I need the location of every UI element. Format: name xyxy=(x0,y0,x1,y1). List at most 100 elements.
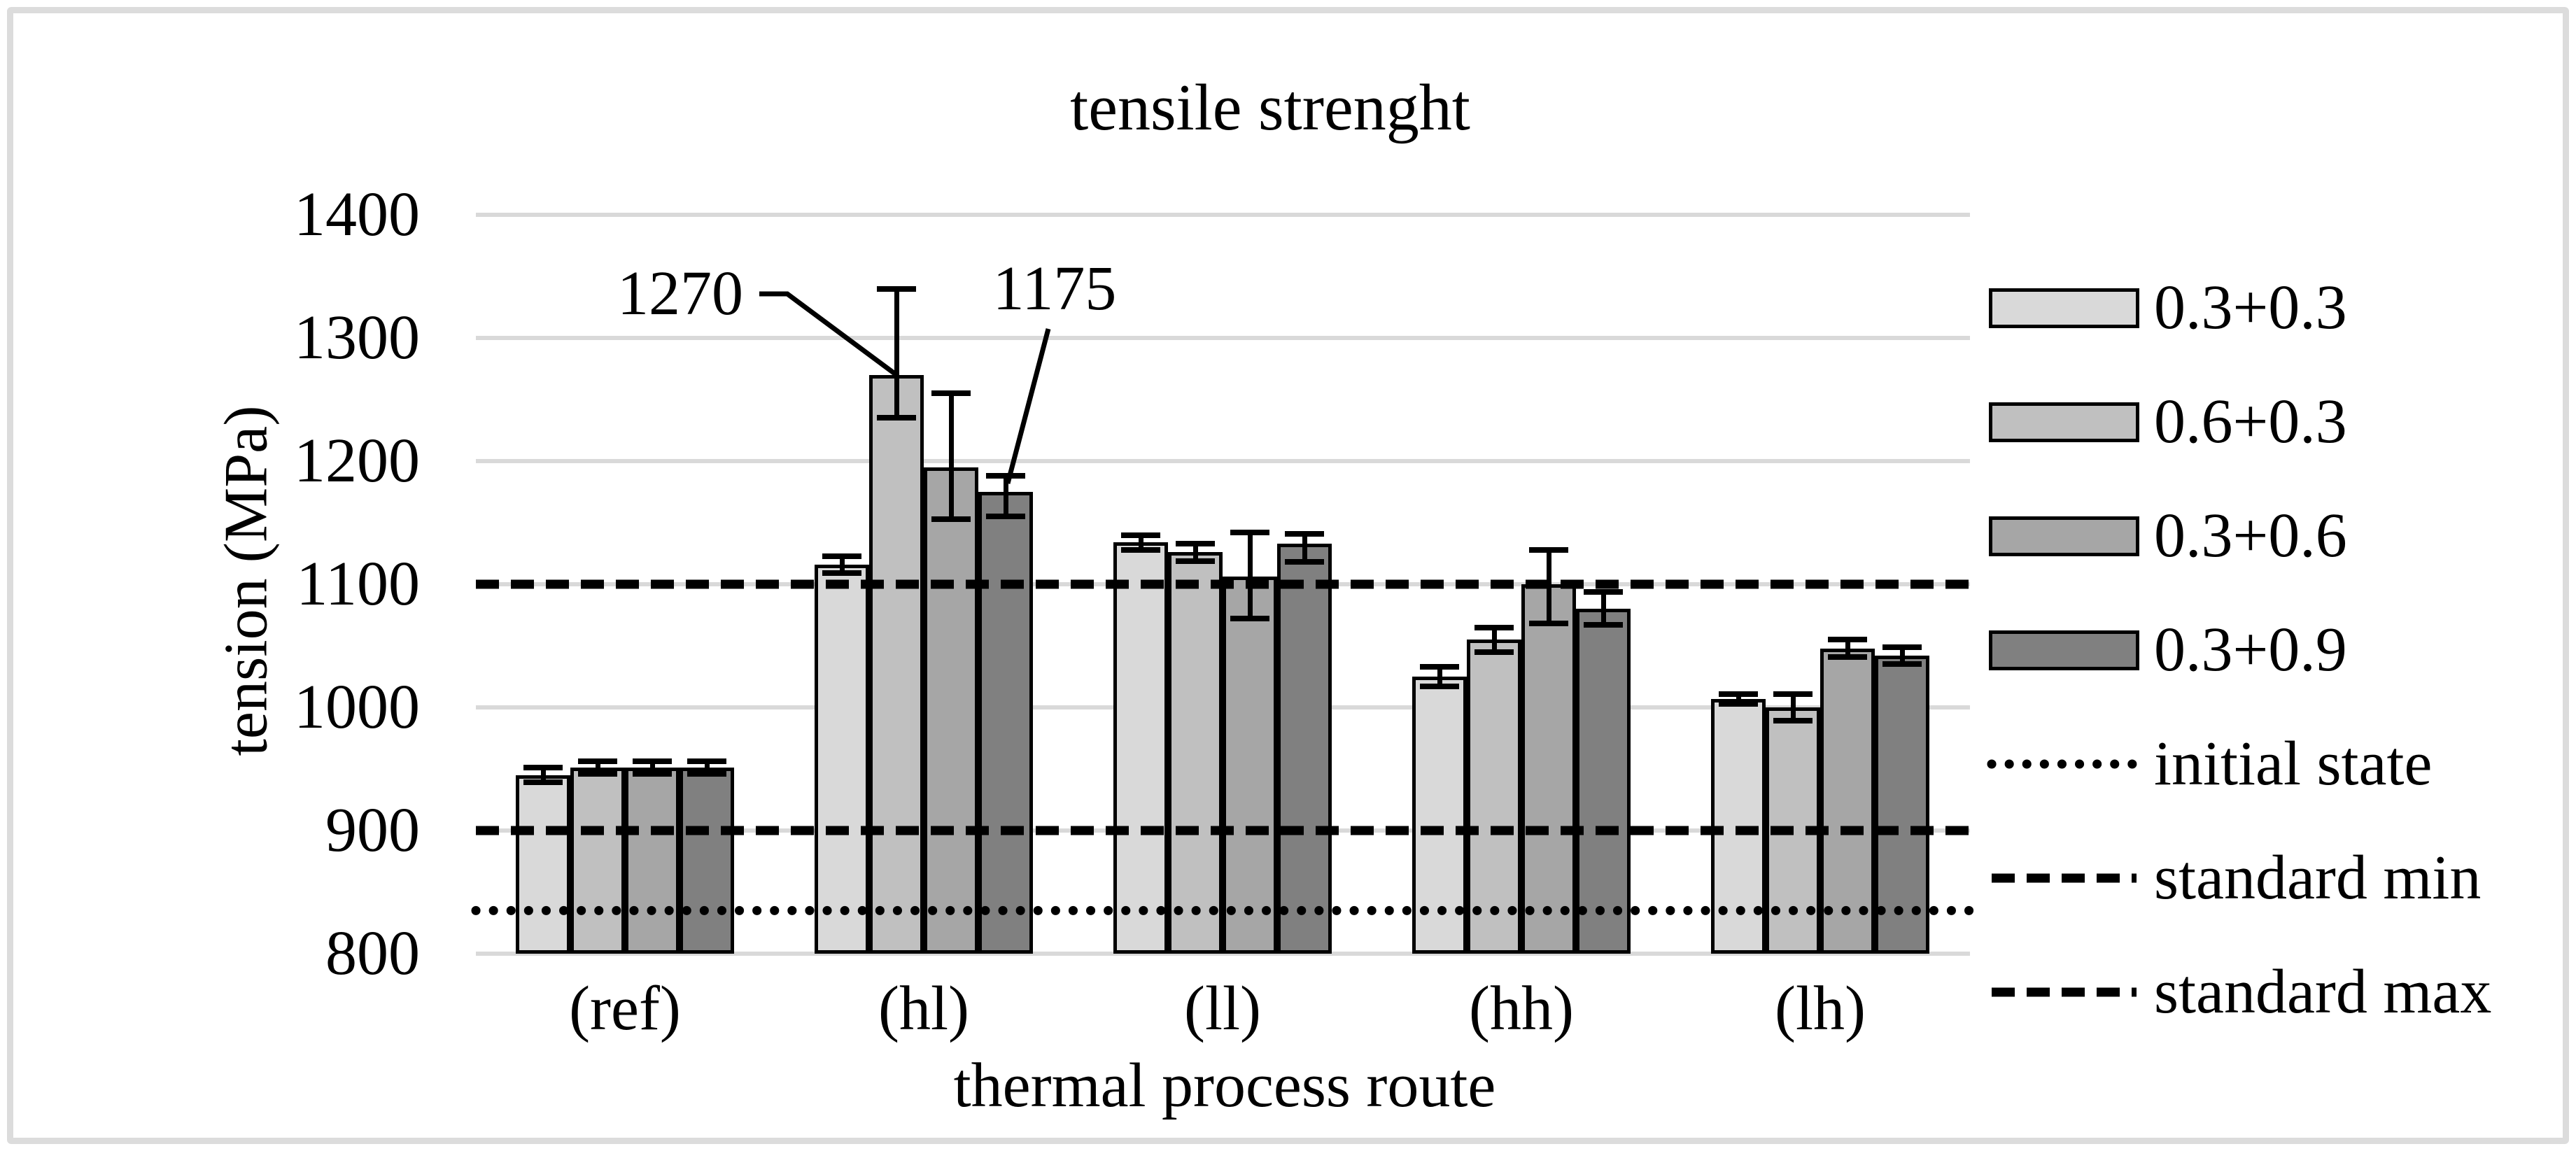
legend-swatch-0.3+0.6 xyxy=(1989,516,2139,556)
error-bar xyxy=(1302,533,1307,563)
error-bar-cap-top xyxy=(1230,530,1269,536)
error-bar-cap-bottom xyxy=(1285,559,1324,565)
error-bar-cap-bottom xyxy=(822,570,861,577)
legend-swatch-0.3+0.3 xyxy=(1989,288,2139,328)
y-tick-label: 1300 xyxy=(294,303,420,372)
error-bar-cap-bottom xyxy=(1773,718,1813,724)
error-bar-cap-bottom xyxy=(877,415,916,421)
bar-(ref)-0.3+0.6 xyxy=(625,768,680,954)
error-bar xyxy=(1546,549,1551,624)
plot-area xyxy=(471,213,1975,956)
error-bar-cap-top xyxy=(986,473,1025,479)
leader-line xyxy=(759,291,899,377)
error-bar-cap-top xyxy=(822,553,861,559)
error-bar-cap-top xyxy=(1584,588,1623,595)
annotation-leader-lines xyxy=(759,291,1051,484)
error-bar xyxy=(839,556,845,574)
x-tick-label: (lh) xyxy=(1775,974,1866,1043)
error-bar xyxy=(1899,647,1905,665)
error-bar xyxy=(1247,532,1253,619)
error-bar-cap-top xyxy=(1285,530,1324,537)
y-tick-label: 1100 xyxy=(296,549,420,619)
x-tick-label: (hh) xyxy=(1469,974,1574,1043)
error-bar xyxy=(1138,535,1143,550)
legend-marker-dashed xyxy=(1992,987,2137,997)
legend-label: standard min xyxy=(2154,843,2482,912)
error-bar-cap-bottom xyxy=(931,516,971,522)
bar-(lh)-0.3+0.6 xyxy=(1820,648,1875,954)
bar-(lh)-0.3+0.9 xyxy=(1875,656,1929,954)
error-bar-cap-top xyxy=(931,390,971,397)
y-tick-label: 1200 xyxy=(294,426,420,495)
bar-(ll)-0.3+0.3 xyxy=(1113,542,1168,954)
bar-(hl)-0.3+0.9 xyxy=(978,492,1033,954)
chart-border xyxy=(7,7,2569,1144)
error-bar-cap-bottom xyxy=(1882,661,1922,668)
error-bar xyxy=(595,761,600,775)
error-bar-cap-bottom xyxy=(1420,684,1459,690)
gridline-1400 xyxy=(476,213,1970,217)
error-bar-cap-bottom xyxy=(986,514,1025,520)
gridline-1300 xyxy=(476,336,1970,340)
error-bar-cap-top xyxy=(578,758,617,765)
y-tick-label: 1000 xyxy=(294,672,420,742)
legend-label: 0.6+0.3 xyxy=(2154,387,2347,456)
error-bar-cap-top xyxy=(1882,644,1922,650)
bar-(ref)-0.6+0.3 xyxy=(570,768,625,954)
error-bar-cap-bottom xyxy=(1719,700,1758,707)
error-bar-cap-bottom xyxy=(1176,558,1215,564)
error-bar xyxy=(540,768,546,783)
error-bar-cap-top xyxy=(1121,532,1160,538)
gridline-800 xyxy=(476,952,1970,956)
y-tick-label: 900 xyxy=(325,796,420,865)
error-bar-cap-top xyxy=(523,765,563,771)
reference-lines xyxy=(471,579,1975,915)
bar-(ll)-0.6+0.3 xyxy=(1168,552,1223,954)
error-bar-cap-bottom xyxy=(687,771,726,777)
error-bar xyxy=(1736,693,1741,704)
error-bar-cap-bottom xyxy=(1121,546,1160,553)
bar-(hl)-0.6+0.3 xyxy=(869,374,924,954)
error-bar xyxy=(1790,693,1796,721)
bar-(hh)-0.3+0.6 xyxy=(1521,584,1576,954)
error-bar-cap-top xyxy=(1529,546,1568,553)
legend-label: initial state xyxy=(2154,729,2433,798)
bar-(ll)-0.3+0.9 xyxy=(1277,543,1332,954)
chart-title: tensile strenght xyxy=(1070,71,1470,144)
bar-(hl)-0.3+0.6 xyxy=(924,467,978,954)
leader-line xyxy=(1005,328,1051,484)
error-bar-cap-top xyxy=(1474,624,1514,630)
error-bar xyxy=(649,761,655,775)
error-bar xyxy=(1491,627,1497,652)
error-bar xyxy=(894,288,899,418)
legend-swatch-0.6+0.3 xyxy=(1989,402,2139,442)
error-bar-cap-bottom xyxy=(523,779,563,786)
bar-(ref)-0.3+0.3 xyxy=(516,775,570,954)
legend-marker-dotted xyxy=(1987,759,2141,769)
error-bar xyxy=(1437,666,1442,687)
error-bar-cap-bottom xyxy=(1529,621,1568,627)
legend-label: 0.3+0.6 xyxy=(2154,501,2347,570)
error-bar-cap-bottom xyxy=(1474,649,1514,655)
error-bar-cap-top xyxy=(877,285,916,292)
data-label: 1270 xyxy=(617,259,743,328)
error-bar-cap-bottom xyxy=(578,771,617,777)
error-bar xyxy=(1600,591,1606,626)
gridline-1200 xyxy=(476,459,1970,463)
error-bar-cap-top xyxy=(1420,663,1459,670)
error-bar-cap-top xyxy=(1176,540,1215,546)
error-bar-cap-top xyxy=(633,758,672,765)
x-tick-label: (ll) xyxy=(1184,974,1261,1043)
y-tick-label: 1400 xyxy=(294,180,420,249)
bar-(hh)-0.6+0.3 xyxy=(1467,640,1521,954)
legend-marker-dashed xyxy=(1992,873,2137,883)
error-bar-cap-top xyxy=(1828,637,1867,643)
error-bar-cap-bottom xyxy=(633,771,672,777)
error-bar xyxy=(948,393,954,519)
error-bar-cap-bottom xyxy=(1828,654,1867,660)
x-axis-title: thermal process route xyxy=(953,1051,1496,1120)
x-tick-label: (ref) xyxy=(569,974,681,1043)
error-bar-cap-bottom xyxy=(1584,622,1623,628)
data-label: 1175 xyxy=(992,254,1117,323)
error-bar-cap-top xyxy=(1773,691,1813,697)
